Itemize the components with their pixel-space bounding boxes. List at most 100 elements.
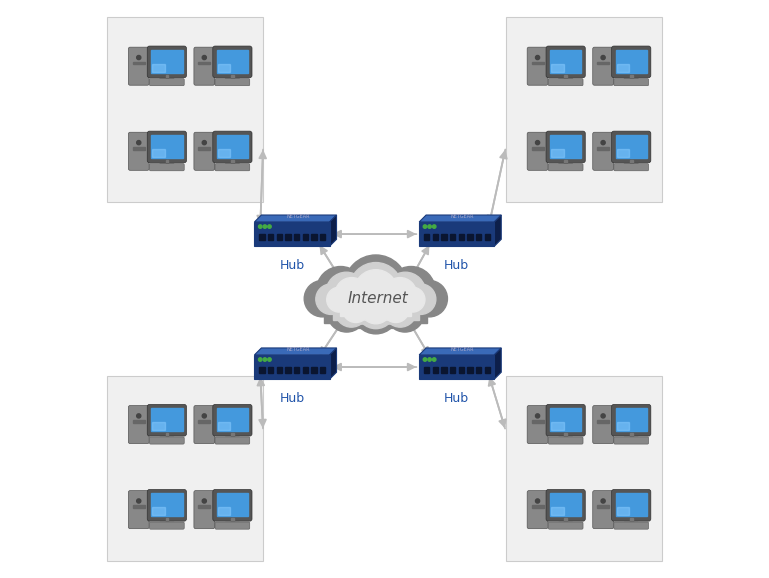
FancyBboxPatch shape [624,437,639,441]
FancyBboxPatch shape [558,437,574,441]
Bar [615,494,647,516]
Bar [218,64,231,72]
FancyBboxPatch shape [548,79,583,86]
FancyBboxPatch shape [149,437,185,444]
Circle shape [349,262,402,316]
Polygon shape [330,215,337,246]
Bar [341,299,411,316]
Bar [294,234,299,240]
Circle shape [423,225,427,228]
Circle shape [263,225,267,228]
FancyBboxPatch shape [419,222,494,246]
Text: NETGEAR: NETGEAR [451,347,474,352]
Bar [218,507,231,515]
Bar [133,506,145,508]
Bar [468,234,473,240]
Bar [152,64,165,72]
FancyBboxPatch shape [528,132,548,171]
Circle shape [339,279,384,324]
FancyBboxPatch shape [128,491,149,529]
Bar [320,234,325,240]
FancyBboxPatch shape [528,406,548,443]
Circle shape [357,290,395,329]
Circle shape [345,255,408,318]
Bar [133,420,145,423]
Bar [564,160,567,165]
Bar [133,62,145,65]
Bar [217,135,248,158]
FancyBboxPatch shape [159,437,175,441]
FancyBboxPatch shape [147,405,186,436]
Text: Hub: Hub [279,259,305,272]
Circle shape [385,293,424,332]
Bar [231,75,234,80]
Bar [231,433,234,439]
Bar [484,367,490,373]
FancyBboxPatch shape [546,131,585,163]
FancyBboxPatch shape [213,131,252,163]
Bar [550,494,581,516]
Bar [615,50,647,73]
FancyBboxPatch shape [548,437,583,444]
Circle shape [601,55,605,60]
FancyBboxPatch shape [225,164,240,168]
Circle shape [332,275,385,328]
Bar [597,506,609,508]
Text: NETGEAR: NETGEAR [286,214,310,219]
Bar [617,422,629,430]
Circle shape [432,358,436,361]
Polygon shape [419,215,501,222]
Bar [450,234,455,240]
Bar [151,135,182,158]
FancyBboxPatch shape [558,79,574,83]
Bar [152,507,165,515]
FancyBboxPatch shape [614,437,648,444]
Bar [630,75,633,80]
FancyBboxPatch shape [225,522,240,526]
FancyBboxPatch shape [624,164,639,168]
Text: Hub: Hub [279,392,305,405]
Bar [551,64,564,72]
Circle shape [384,295,417,327]
Circle shape [268,225,271,228]
FancyBboxPatch shape [255,222,330,246]
Bar [597,420,609,423]
Circle shape [328,293,366,332]
FancyBboxPatch shape [593,132,614,171]
Circle shape [305,280,341,317]
FancyBboxPatch shape [593,406,614,443]
FancyBboxPatch shape [149,79,185,86]
FancyBboxPatch shape [614,79,648,86]
FancyBboxPatch shape [546,405,585,436]
Bar [277,234,282,240]
FancyBboxPatch shape [611,405,651,436]
Bar [165,433,168,439]
Circle shape [202,140,206,144]
FancyBboxPatch shape [213,490,252,521]
Bar [152,149,165,157]
Bar [231,518,234,524]
Bar [217,50,248,73]
Circle shape [263,358,267,361]
Circle shape [202,55,206,60]
Bar [231,160,234,165]
FancyBboxPatch shape [528,491,548,529]
FancyBboxPatch shape [159,79,175,83]
Circle shape [382,296,409,323]
Bar [198,147,211,150]
Bar [320,367,325,373]
Bar [151,50,182,73]
Circle shape [360,292,391,324]
FancyBboxPatch shape [128,406,149,443]
Bar [564,518,567,524]
FancyBboxPatch shape [624,522,639,526]
FancyBboxPatch shape [147,131,186,163]
FancyBboxPatch shape [128,47,149,85]
FancyBboxPatch shape [548,164,583,171]
FancyBboxPatch shape [213,405,252,436]
Circle shape [137,414,141,418]
Bar [441,234,447,240]
Circle shape [601,414,605,418]
Bar [551,507,564,515]
FancyBboxPatch shape [548,522,583,529]
